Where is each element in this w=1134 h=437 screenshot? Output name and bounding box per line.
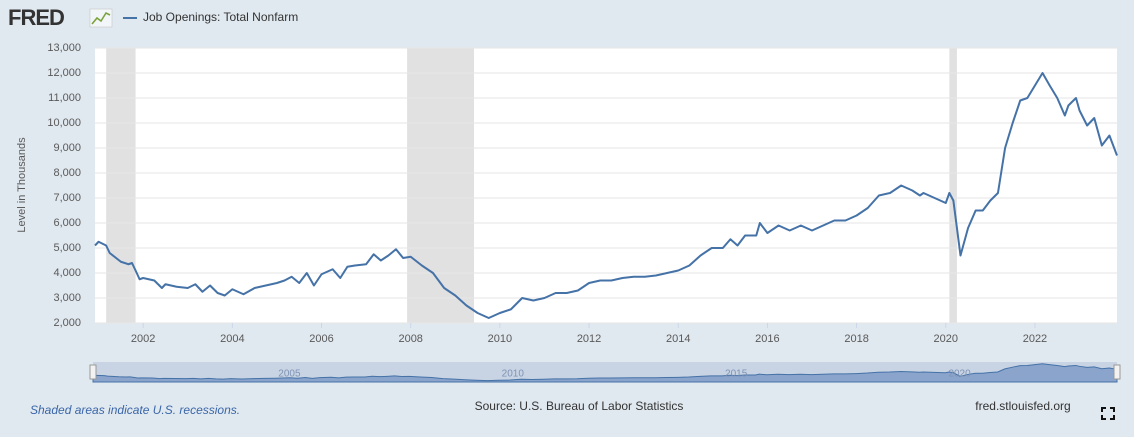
x-tick-label: 2002: [131, 333, 155, 345]
y-tick-label: 10,000: [47, 117, 81, 129]
navigator-tick-label: 2020: [948, 369, 971, 380]
logo: FRED: [8, 5, 64, 30]
x-tick-label: 2004: [220, 333, 244, 345]
y-tick-label: 12,000: [47, 67, 81, 79]
y-tick-label: 7,000: [53, 192, 81, 204]
y-tick-label: 9,000: [53, 142, 81, 154]
y-tick-label: 8,000: [53, 167, 81, 179]
navigator-tick-label: 2010: [502, 369, 525, 380]
navigator-handle[interactable]: [1113, 364, 1121, 380]
plot-area: [95, 48, 1117, 323]
navigator-tick-label: 2005: [278, 369, 301, 380]
recession-shade: [407, 48, 475, 323]
legend-label: Job Openings: Total Nonfarm: [143, 10, 298, 24]
site-url: fred.stlouisfed.org: [975, 399, 1070, 413]
fullscreen-button[interactable]: [1101, 407, 1115, 420]
y-axis-label: Level in Thousands: [16, 137, 28, 233]
recession-shade: [106, 48, 136, 323]
y-tick-label: 6,000: [53, 217, 81, 229]
y-tick-label: 13,000: [47, 42, 81, 54]
y-tick-label: 3,000: [53, 292, 81, 304]
logo-icon: [89, 8, 113, 28]
x-tick-label: 2006: [309, 333, 333, 345]
x-tick-label: 2022: [1023, 333, 1047, 345]
source: Source: U.S. Bureau of Labor Statistics: [475, 399, 684, 413]
navigator-tick-label: 2015: [725, 369, 748, 380]
y-tick-label: 11,000: [48, 92, 81, 104]
x-tick-label: 2018: [844, 333, 868, 345]
x-tick-label: 2010: [488, 333, 512, 345]
recession-note: Shaded areas indicate U.S. recessions.: [30, 403, 240, 417]
y-tick-label: 5,000: [53, 242, 81, 254]
x-tick-label: 2008: [398, 333, 422, 345]
y-tick-label: 4,000: [53, 267, 81, 279]
x-tick-label: 2020: [934, 333, 958, 345]
navigator-handle[interactable]: [89, 364, 97, 380]
y-tick-label: 2,000: [53, 317, 81, 329]
navigator-area: [92, 363, 1118, 383]
x-tick-label: 2012: [577, 333, 601, 345]
data-line: [94, 72, 1118, 319]
recession-shade: [949, 48, 957, 323]
x-tick-label: 2016: [755, 333, 779, 345]
x-tick-label: 2014: [666, 333, 690, 345]
